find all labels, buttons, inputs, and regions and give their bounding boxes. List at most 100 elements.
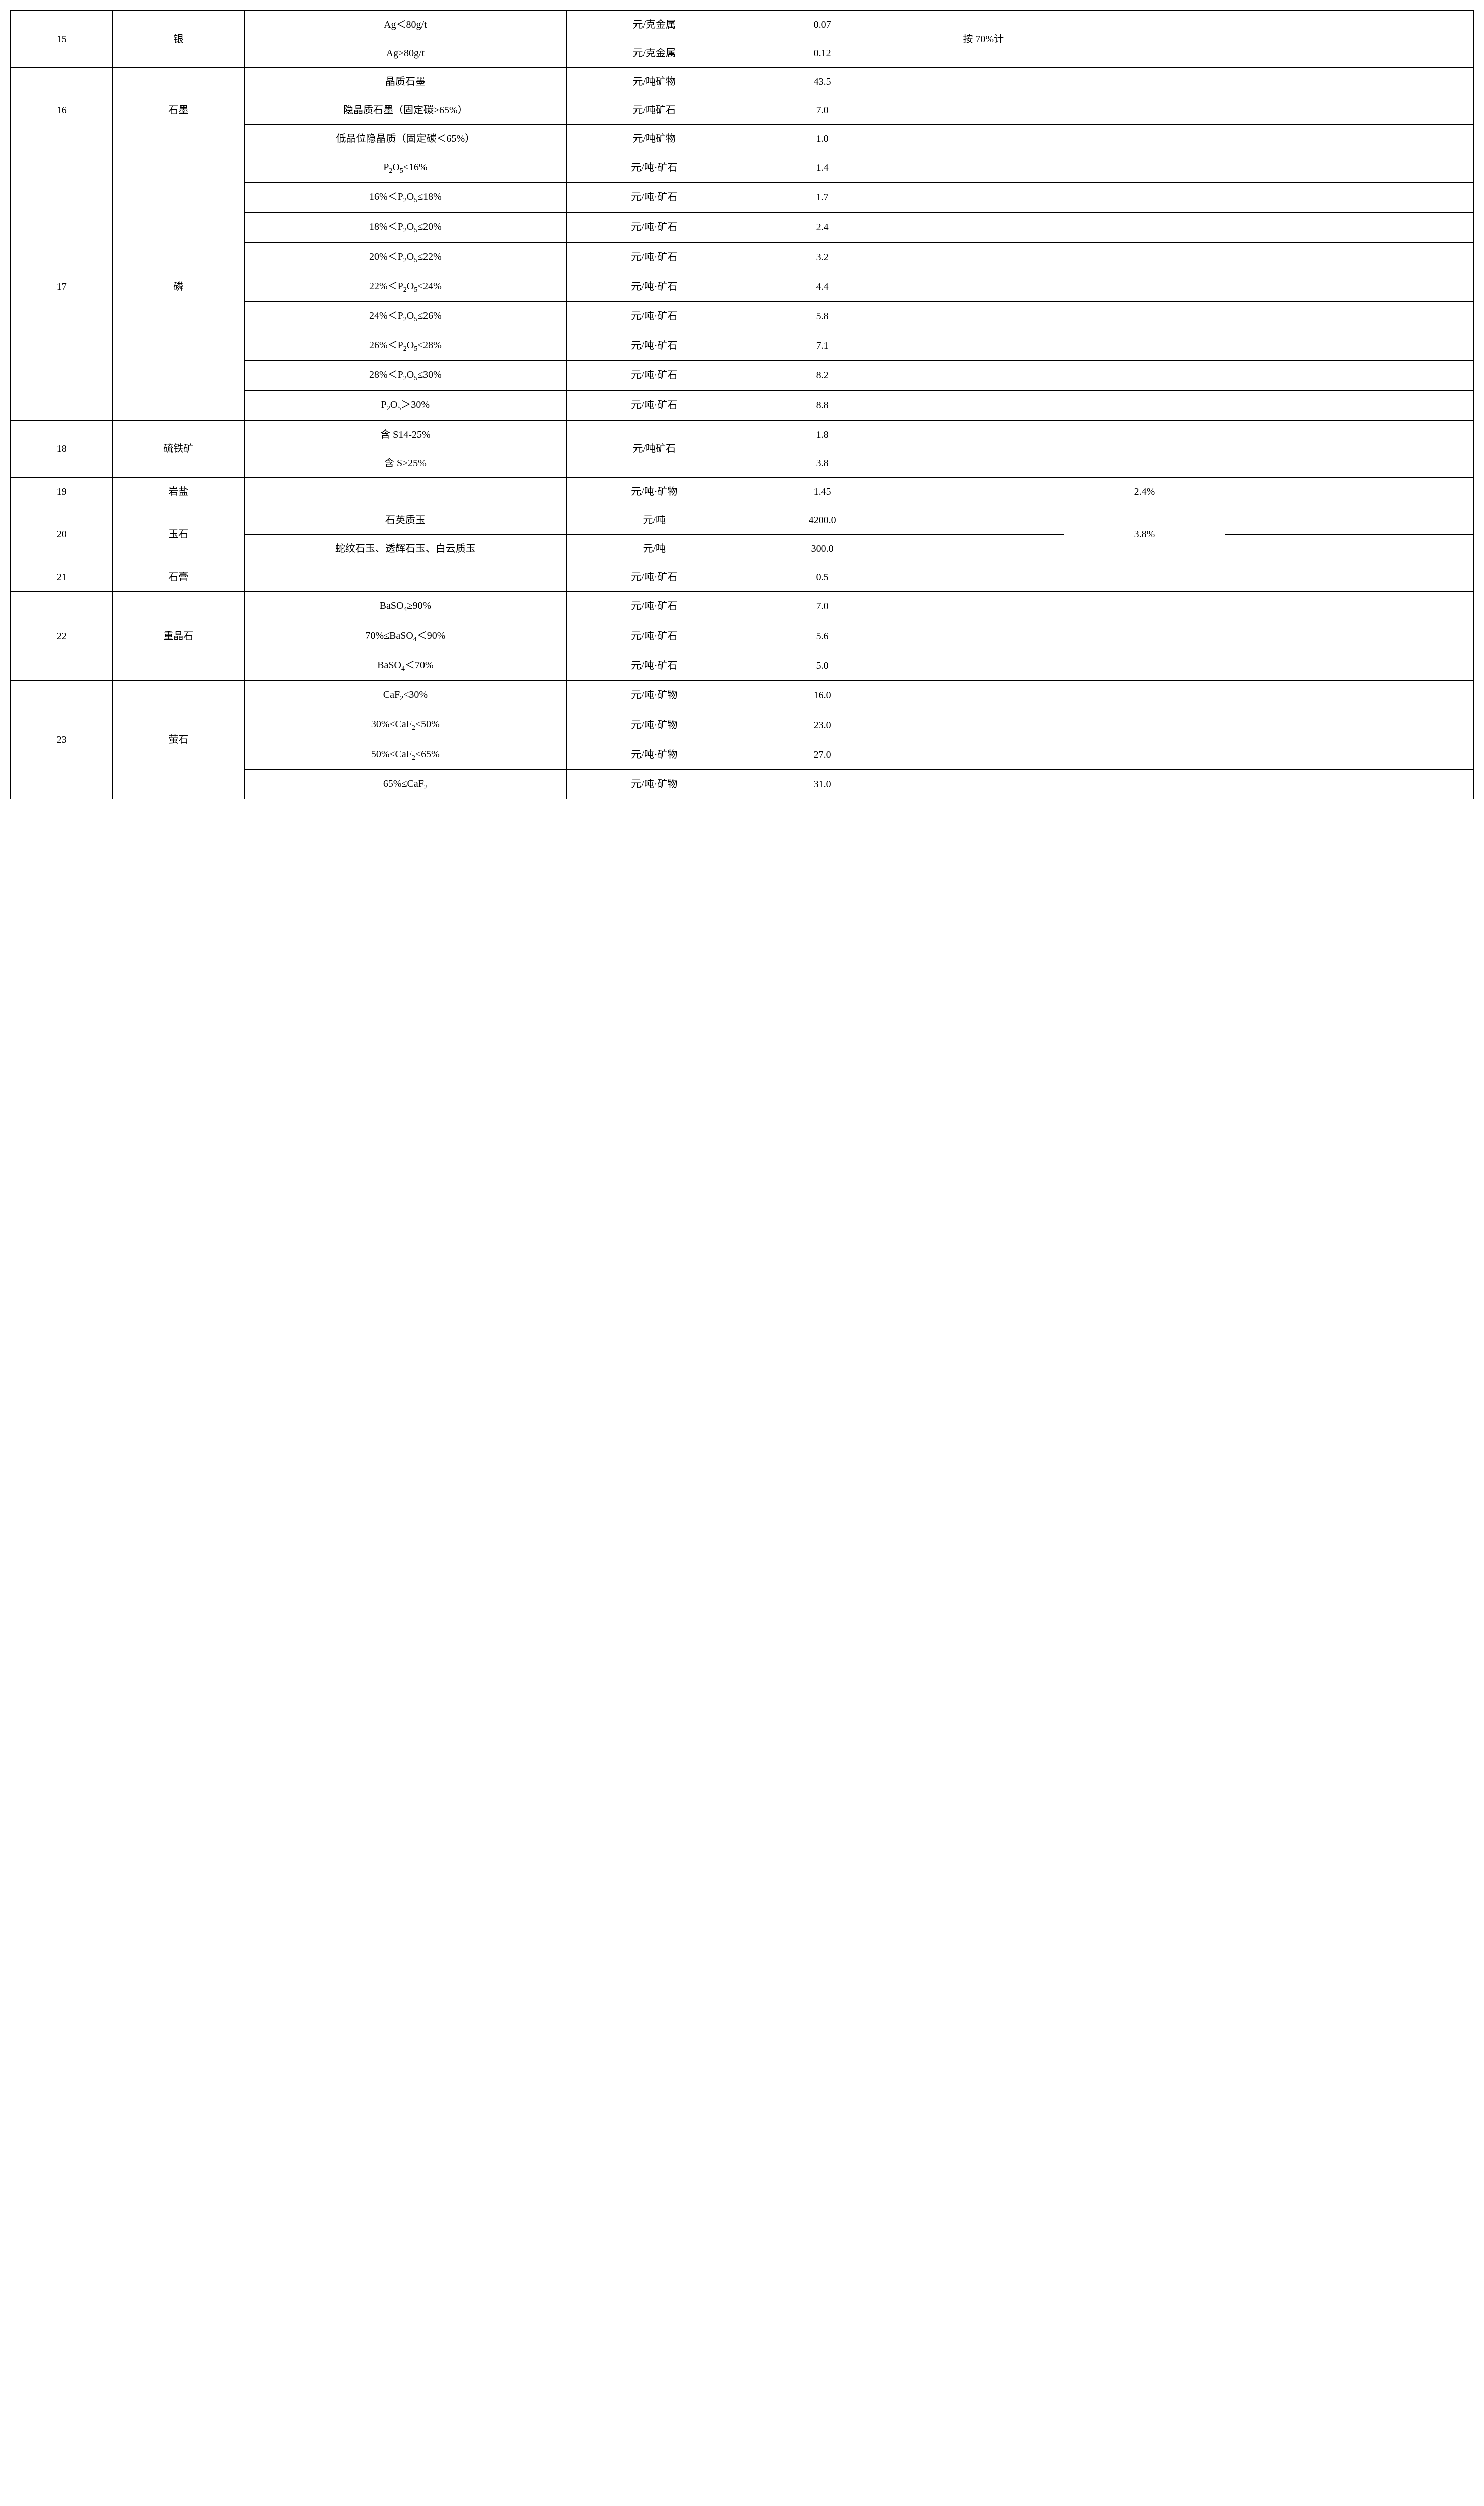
cell-unit: 元/吨·矿石 [566, 301, 742, 331]
cell-unit: 元/吨矿石 [566, 420, 742, 477]
cell-value: 3.2 [742, 242, 903, 272]
cell-spec: 蛇纹石玉、透辉石玉、白云质玉 [245, 534, 566, 563]
cell-unit: 元/吨·矿石 [566, 390, 742, 420]
cell-value: 300.0 [742, 534, 903, 563]
cell-extra [1225, 183, 1473, 213]
cell-index: 19 [11, 477, 113, 506]
cell-value: 3.8 [742, 449, 903, 477]
cell-rate [1064, 183, 1225, 213]
cell-note [903, 68, 1064, 96]
cell-note [903, 534, 1064, 563]
cell-unit: 元/吨矿物 [566, 68, 742, 96]
cell-index: 15 [11, 11, 113, 68]
cell-extra [1225, 591, 1473, 621]
cell-rate: 3.8% [1064, 506, 1225, 563]
cell-mineral: 银 [113, 11, 245, 68]
cell-rate [1064, 11, 1225, 68]
cell-spec [245, 477, 566, 506]
cell-index: 21 [11, 563, 113, 591]
cell-note [903, 183, 1064, 213]
cell-mineral: 萤石 [113, 681, 245, 799]
cell-value: 0.07 [742, 11, 903, 39]
cell-value: 5.0 [742, 651, 903, 681]
table-row: 21 石膏 元/吨·矿石 0.5 [11, 563, 1474, 591]
cell-mineral: 磷 [113, 153, 245, 421]
cell-rate [1064, 651, 1225, 681]
cell-spec: 24%＜P2O5≤26% [245, 301, 566, 331]
cell-value: 7.1 [742, 331, 903, 361]
cell-rate [1064, 563, 1225, 591]
cell-rate [1064, 449, 1225, 477]
table-row: 15 银 Ag＜80g/t 元/克金属 0.07 按 70%计 [11, 11, 1474, 39]
cell-note [903, 361, 1064, 390]
table-row: 17 磷 P2O5≤16% 元/吨·矿石 1.4 [11, 153, 1474, 183]
mineral-rate-table: 15 银 Ag＜80g/t 元/克金属 0.07 按 70%计 Ag≥80g/t… [10, 10, 1474, 799]
cell-note [903, 651, 1064, 681]
cell-extra [1225, 68, 1473, 96]
cell-rate [1064, 331, 1225, 361]
table-row: 19 岩盐 元/吨·矿物 1.45 2.4% [11, 477, 1474, 506]
cell-unit: 元/吨矿石 [566, 96, 742, 125]
cell-rate [1064, 68, 1225, 96]
cell-index: 17 [11, 153, 113, 421]
cell-note [903, 710, 1064, 740]
cell-spec: 50%≤CaF2<65% [245, 740, 566, 769]
cell-value: 4.4 [742, 272, 903, 301]
cell-unit: 元/吨·矿物 [566, 769, 742, 799]
cell-unit: 元/吨·矿石 [566, 651, 742, 681]
cell-unit: 元/吨·矿石 [566, 213, 742, 242]
cell-extra [1225, 477, 1473, 506]
cell-rate [1064, 125, 1225, 153]
cell-rate [1064, 96, 1225, 125]
cell-note [903, 477, 1064, 506]
table-row: 18 硫铁矿 含 S14-25% 元/吨矿石 1.8 [11, 420, 1474, 449]
cell-rate: 2.4% [1064, 477, 1225, 506]
cell-note [903, 301, 1064, 331]
cell-rate [1064, 710, 1225, 740]
table-row: 22 重晶石 BaSO4≥90% 元/吨·矿石 7.0 [11, 591, 1474, 621]
cell-spec: P2O5≤16% [245, 153, 566, 183]
cell-extra [1225, 242, 1473, 272]
cell-extra [1225, 301, 1473, 331]
cell-unit: 元/吨·矿石 [566, 242, 742, 272]
cell-value: 7.0 [742, 96, 903, 125]
cell-unit: 元/吨·矿石 [566, 591, 742, 621]
cell-extra [1225, 769, 1473, 799]
cell-note [903, 242, 1064, 272]
cell-spec: CaF2<30% [245, 681, 566, 710]
cell-value: 23.0 [742, 710, 903, 740]
cell-unit: 元/吨·矿物 [566, 681, 742, 710]
cell-index: 20 [11, 506, 113, 563]
cell-unit: 元/吨 [566, 534, 742, 563]
cell-extra [1225, 213, 1473, 242]
cell-rate [1064, 740, 1225, 769]
cell-mineral: 岩盐 [113, 477, 245, 506]
cell-note [903, 563, 1064, 591]
cell-mineral: 石墨 [113, 68, 245, 153]
cell-note [903, 591, 1064, 621]
cell-extra [1225, 621, 1473, 651]
cell-spec: Ag≥80g/t [245, 39, 566, 68]
table-row: 23 萤石 CaF2<30% 元/吨·矿物 16.0 [11, 681, 1474, 710]
cell-spec: 20%＜P2O5≤22% [245, 242, 566, 272]
cell-mineral: 玉石 [113, 506, 245, 563]
cell-rate [1064, 361, 1225, 390]
table-row: 16 石墨 晶质石墨 元/吨矿物 43.5 [11, 68, 1474, 96]
cell-unit: 元/克金属 [566, 11, 742, 39]
cell-rate [1064, 242, 1225, 272]
cell-spec: 隐晶质石墨（固定碳≥65%） [245, 96, 566, 125]
cell-spec: 含 S≥25% [245, 449, 566, 477]
cell-mineral: 重晶石 [113, 591, 245, 681]
cell-value: 2.4 [742, 213, 903, 242]
cell-spec: 22%＜P2O5≤24% [245, 272, 566, 301]
cell-index: 23 [11, 681, 113, 799]
cell-note [903, 331, 1064, 361]
cell-note [903, 213, 1064, 242]
cell-note [903, 272, 1064, 301]
cell-rate [1064, 420, 1225, 449]
cell-rate [1064, 681, 1225, 710]
cell-note [903, 420, 1064, 449]
cell-mineral: 石膏 [113, 563, 245, 591]
cell-spec [245, 563, 566, 591]
cell-value: 1.8 [742, 420, 903, 449]
